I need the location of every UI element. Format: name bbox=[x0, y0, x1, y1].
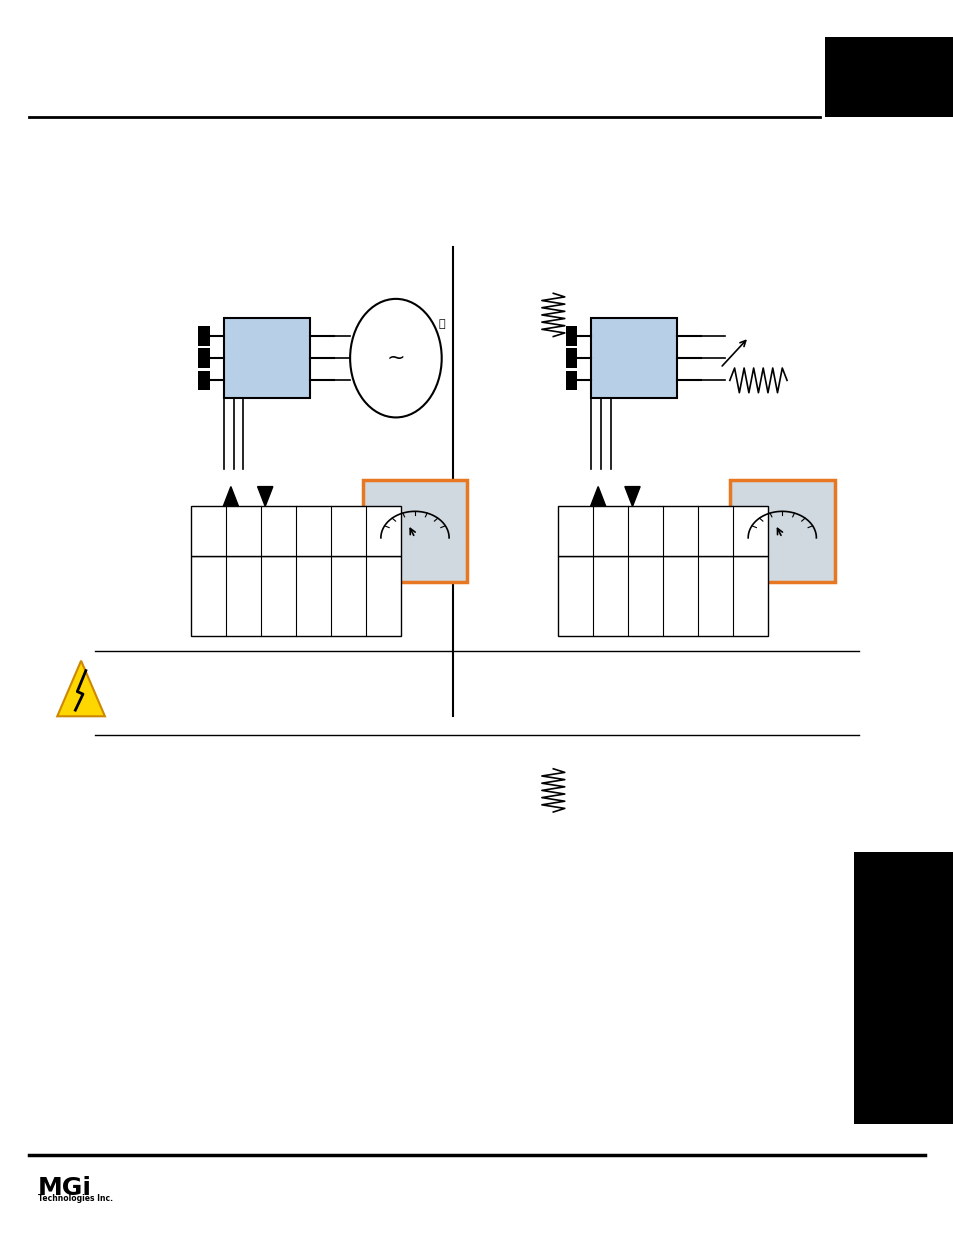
Text: Technologies Inc.: Technologies Inc. bbox=[38, 1194, 113, 1203]
Bar bbox=[198, 370, 210, 390]
Polygon shape bbox=[590, 487, 605, 506]
Bar bbox=[565, 370, 577, 390]
Bar bbox=[824, 37, 953, 117]
Text: MGi: MGi bbox=[38, 1176, 92, 1199]
FancyBboxPatch shape bbox=[729, 480, 834, 582]
Polygon shape bbox=[223, 487, 238, 506]
Bar bbox=[565, 348, 577, 368]
Bar bbox=[853, 852, 953, 1124]
Bar bbox=[558, 506, 767, 556]
Polygon shape bbox=[590, 531, 605, 551]
FancyBboxPatch shape bbox=[591, 319, 677, 398]
FancyBboxPatch shape bbox=[362, 480, 467, 582]
Bar bbox=[558, 556, 767, 636]
Polygon shape bbox=[223, 531, 238, 551]
Bar bbox=[191, 556, 400, 636]
Polygon shape bbox=[624, 531, 639, 551]
Bar bbox=[198, 326, 210, 346]
Text: ~: ~ bbox=[386, 348, 405, 368]
Bar bbox=[198, 348, 210, 368]
Text: ⌒: ⌒ bbox=[438, 319, 444, 329]
Bar bbox=[191, 506, 400, 556]
Polygon shape bbox=[257, 531, 273, 551]
Polygon shape bbox=[257, 487, 273, 506]
Polygon shape bbox=[57, 661, 105, 716]
FancyBboxPatch shape bbox=[224, 319, 310, 398]
Polygon shape bbox=[624, 487, 639, 506]
Bar bbox=[565, 326, 577, 346]
